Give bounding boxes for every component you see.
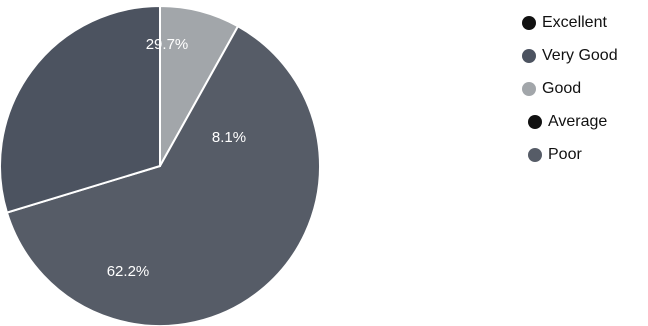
legend-label-very-good: Very Good — [542, 46, 618, 64]
pie-label-good: 8.1% — [212, 129, 246, 146]
pie-labels: 8.1% 62.2% 29.7% — [107, 36, 246, 280]
legend-swatch-excellent — [522, 15, 536, 30]
pie-label-very-good: 29.7% — [146, 36, 189, 53]
pie-slice-poor — [5, 24, 321, 326]
legend-label-poor: Poor — [548, 145, 582, 163]
legend-item-excellent: Excellent — [522, 6, 648, 39]
pie-label-poor: 62.2% — [107, 263, 150, 280]
legend-item-average: Average — [522, 105, 648, 138]
pie-slices — [0, 4, 321, 326]
legend-swatch-good — [522, 81, 536, 96]
legend-item-poor: Poor — [522, 138, 648, 171]
legend-label-good: Good — [542, 79, 582, 97]
legend-swatch-poor — [528, 147, 542, 162]
pie-slice-very-good — [0, 4, 161, 214]
legend-label-excellent: Excellent — [542, 13, 607, 31]
legend-swatch-average — [528, 114, 542, 129]
legend-swatch-very-good — [522, 48, 536, 63]
legend-item-very-good: Very Good — [522, 39, 648, 72]
legend-item-good: Good — [522, 72, 648, 105]
legend-label-average: Average — [548, 112, 608, 130]
legend: Excellent Very Good Good Average Poor — [522, 6, 648, 171]
